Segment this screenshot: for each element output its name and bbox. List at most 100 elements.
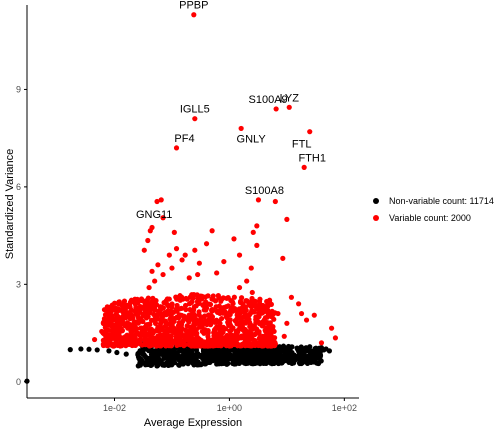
x-tick-label: 1e+02 [332,403,357,413]
variable-point [255,197,262,203]
variable-point [307,129,313,135]
variable-point [145,337,151,343]
variable-point [183,306,189,313]
variable-point [248,265,254,271]
variable-point [118,317,124,323]
nonvariable-point [243,347,249,353]
variable-point [155,262,161,268]
variable-point [143,315,150,321]
legend-key-variable [373,215,379,221]
variable-point [210,318,216,324]
variable-point [187,329,193,335]
variable-point [203,241,210,247]
variable-point [173,306,179,313]
variable-point [192,116,198,122]
gene-label-s100a8: S100A8 [245,185,284,197]
variable-point [175,326,182,332]
variable-point [256,330,262,336]
gene-label-ppbp: PPBP [179,0,208,12]
nonvariable-point [300,353,306,359]
variable-point [207,301,214,308]
variable-point [259,319,265,325]
nonvariable-point [297,346,303,352]
gene-label-ftl: FTL [292,139,312,151]
nonvariable-point [299,360,305,366]
variable-point [202,313,208,319]
variable-point [106,341,112,347]
variable-point [183,295,189,302]
variable-point [119,308,126,314]
variable-point [177,297,183,303]
variable-point [303,317,310,323]
variable-point [249,289,255,296]
variable-point [149,341,156,347]
nonvariable-point [275,360,282,367]
variable-point [129,334,136,341]
variable-point [249,299,255,305]
variable-point [202,342,208,348]
nonvariable-point [202,361,208,367]
nonvariable-point [158,359,164,366]
variable-point [179,257,185,263]
variable-point [267,336,273,342]
nonvariable-point [163,354,169,360]
variable-point [152,278,158,284]
variable-point [178,330,184,336]
gene-label-igll5: IGLL5 [180,104,210,116]
variable-point [171,329,177,335]
variable-point [158,304,164,310]
y-tick-label: 9 [16,84,21,94]
variable-point [171,229,177,235]
variable-point [252,331,258,338]
variable-point [138,318,144,324]
variable-point [123,315,129,321]
variable-point [145,321,152,327]
variable-point [216,332,222,338]
nonvariable-point [94,347,100,353]
variable-point [154,198,160,205]
variable-point [244,278,250,284]
variable-point [110,306,116,312]
variable-point [280,255,286,261]
variable-point [146,284,152,291]
variable-point [232,318,238,324]
variable-point [186,337,192,343]
variable-point [298,310,305,317]
nonvariable-point [291,360,297,366]
nonvariable-point [207,359,213,366]
nonvariable-point [269,351,275,357]
variable-point [160,215,166,221]
gene-label-gnly: GNLY [237,133,267,145]
variable-point [228,297,234,304]
nonvariable-point [214,354,220,360]
gene-label-s100a9: S100A9 [249,94,288,106]
variable-point [178,305,185,311]
nonvariable-point [123,351,129,357]
nonvariable-point [193,352,199,358]
variable-point [127,302,133,308]
variable-point [242,342,248,348]
variable-point [107,332,114,338]
nonvariable-point [171,347,177,354]
variable-point [288,294,295,300]
nonvariable-point [135,363,141,369]
variable-point [145,295,151,301]
variable-point [186,275,192,281]
x-tick-label: 1e+00 [217,403,242,413]
variable-point [240,304,246,310]
variable-point [199,323,205,330]
variable-point [150,330,156,337]
variable-point [214,336,221,343]
variable-point [168,308,174,314]
variable-point [159,314,165,321]
y-tick-label: 0 [16,377,21,387]
variable-point [254,242,260,248]
legend: Non-variable count: 11714 Variable count… [373,196,494,223]
legend-label-nonvariable: Non-variable count: 11714 [389,196,494,206]
variable-point [108,320,114,326]
variable-point [301,164,307,170]
points-layer [24,12,339,384]
variable-point [258,310,265,316]
variable-point [135,314,141,320]
variable-point [243,320,249,326]
